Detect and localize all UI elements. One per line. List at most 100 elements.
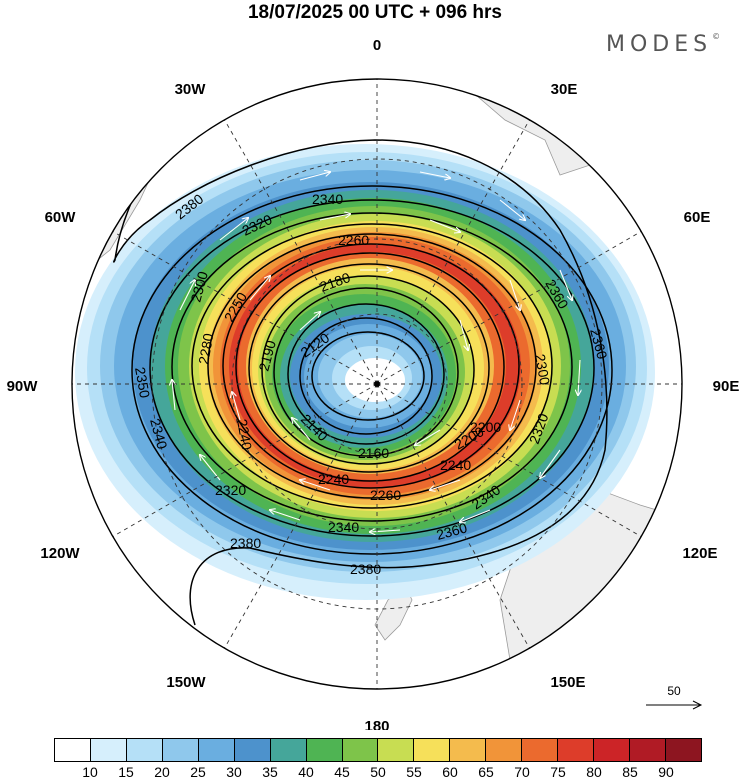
streamline <box>499 199 525 220</box>
contour-2220 <box>248 263 490 473</box>
lon-label-60w: 60W <box>45 209 77 226</box>
contour-2240 <box>235 252 505 482</box>
lon-label-150w: 150W <box>166 674 206 691</box>
streamline <box>509 279 520 310</box>
contour-label: 2260 <box>370 487 401 503</box>
lon-label-60e: 60E <box>684 209 711 226</box>
lon-label-0: 0 <box>373 37 381 54</box>
colorbar-tick-label: 90 <box>658 764 674 780</box>
colorbar-box <box>414 739 451 761</box>
colorbar-box <box>126 739 163 761</box>
lon-label-150e: 150E <box>550 674 585 691</box>
contour-2320 <box>171 212 573 522</box>
colorbar-box <box>234 739 271 761</box>
streamline <box>559 269 572 300</box>
contour-label: 2360 <box>587 327 611 361</box>
meridian <box>376 383 530 649</box>
meridian <box>376 231 642 385</box>
latitude-circle <box>306 313 448 455</box>
contour-label: 2360 <box>435 519 469 543</box>
contour-label: 2190 <box>255 338 279 372</box>
colorbar-tick-label: 75 <box>550 764 566 780</box>
colorbar-tick-label: 50 <box>370 764 386 780</box>
streamline <box>292 418 311 441</box>
streamline <box>419 171 450 178</box>
contour-label: 2240 <box>440 457 471 473</box>
streamline <box>460 509 491 522</box>
colorbar-box <box>378 739 415 761</box>
colorbar-tick-label: 80 <box>586 764 602 780</box>
contour-2380-outer <box>113 139 608 626</box>
colorbar-tick-label: 65 <box>478 764 494 780</box>
streamline <box>219 218 248 241</box>
contour-label: 2240 <box>234 418 255 452</box>
colorbar <box>54 738 702 762</box>
meridian <box>224 383 378 649</box>
streamline <box>429 219 460 232</box>
contour-label: 2200 <box>470 419 501 435</box>
streamline <box>172 380 175 411</box>
contour-2360 <box>131 185 613 555</box>
brand-text: MODES <box>606 32 713 57</box>
colorbar-box <box>90 739 127 761</box>
contour-label: 2340 <box>147 417 171 451</box>
colorbar-tick-label: 85 <box>622 764 638 780</box>
streamline <box>415 429 441 445</box>
colorbar-box <box>198 739 235 761</box>
meridian <box>112 383 378 537</box>
streamline <box>370 530 401 532</box>
contour-label: 2340 <box>328 519 359 535</box>
contour-label: 2320 <box>215 482 246 498</box>
meridian <box>376 119 530 385</box>
streamline <box>578 359 580 395</box>
colorbar-tick-label: 60 <box>442 764 458 780</box>
colorbar-box <box>486 739 523 761</box>
contour-2340 <box>149 199 595 537</box>
lon-label-180: 180 <box>364 718 389 730</box>
contour-label: 2280 <box>195 332 216 366</box>
contour-label: 2380 <box>350 561 381 577</box>
modes-logo: MODES© <box>606 32 720 57</box>
colorbar-tick-label: 70 <box>514 764 530 780</box>
colorbar-box <box>342 739 379 761</box>
colorbar-box <box>630 739 666 761</box>
height-contours <box>113 139 613 626</box>
south-pole-dot <box>374 381 380 387</box>
colorbar-tick-label: 40 <box>298 764 314 780</box>
colorbar-box <box>665 739 701 761</box>
graticule <box>72 79 682 689</box>
streamline <box>540 449 561 478</box>
colorbar-tick-label: 15 <box>118 764 134 780</box>
lon-label-30e: 30E <box>551 81 578 98</box>
contour-label: 2350 <box>132 366 153 400</box>
streamline <box>270 510 301 521</box>
colorbar-labels: 10 15 20 25 30 35 40 45 50 55 60 65 70 75 80 85 90 <box>54 764 702 782</box>
meridian <box>376 383 642 537</box>
map-boundary <box>71 78 683 690</box>
contour-label: 2240 <box>318 471 349 487</box>
contour-label: 2380 <box>230 535 261 551</box>
streamline <box>459 319 468 350</box>
colorbar-box <box>558 739 595 761</box>
contour-2180 <box>273 287 459 457</box>
lon-label-90w: 90W <box>7 378 39 395</box>
band-10-inner <box>345 358 405 402</box>
streamline <box>299 312 320 331</box>
colorbar-box <box>594 739 630 761</box>
reference-vector: 50 <box>644 684 704 714</box>
wind-streamlines <box>172 172 580 532</box>
contour-2160 <box>287 303 445 445</box>
streamline <box>300 480 331 491</box>
contour-label: 2160 <box>358 445 389 461</box>
polar-stereographic-map: 2380 2380 2380 2360 2360 2360 2340 2340 … <box>7 37 740 730</box>
meridian <box>224 119 378 385</box>
contour-2120 <box>311 331 425 421</box>
colorbar-tick-label: 25 <box>190 764 206 780</box>
streamline <box>179 280 195 311</box>
streamline <box>299 172 330 181</box>
brand-copyright: © <box>712 32 721 41</box>
contour-2260 <box>222 243 520 489</box>
colorbar-box <box>162 739 199 761</box>
colorbar-box <box>270 739 307 761</box>
lon-label-30w: 30W <box>175 81 207 98</box>
